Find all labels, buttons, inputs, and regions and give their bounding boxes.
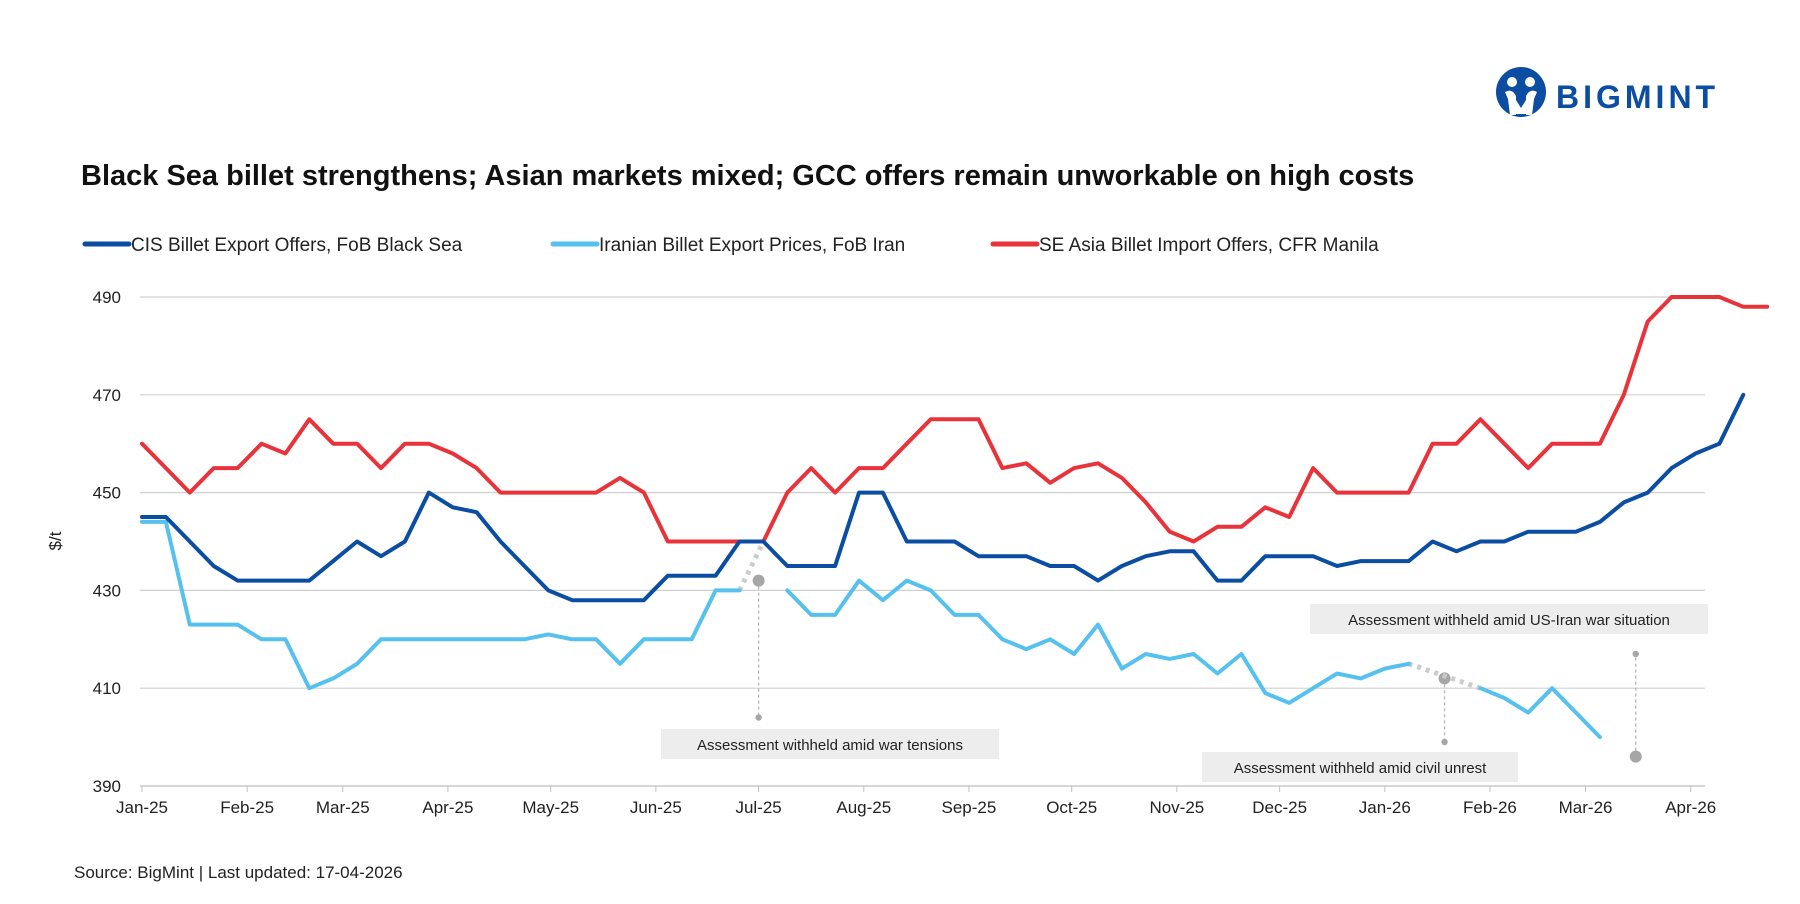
series-line-seasia — [140, 295, 1770, 544]
series-line-iran — [140, 519, 1602, 740]
x-tick-label: Apr-26 — [1665, 798, 1716, 817]
gap-connector — [737, 540, 766, 592]
annotation-stem-end — [755, 714, 762, 721]
source-note: Source: BigMint | Last updated: 17-04-20… — [74, 863, 403, 882]
chart-title: Black Sea billet strengthens; Asian mark… — [81, 160, 1414, 192]
y-tick-label: 430 — [93, 581, 121, 600]
x-tick-label: Oct-25 — [1046, 798, 1097, 817]
x-tick-label: Feb-25 — [220, 798, 274, 817]
x-tick-label: Feb-26 — [1463, 798, 1517, 817]
x-tick-label: Jan-26 — [1359, 798, 1411, 817]
x-tick-label: May-25 — [522, 798, 579, 817]
logo-head-left-icon — [1507, 77, 1517, 87]
legend-label-cis: CIS Billet Export Offers, FoB Black Sea — [131, 235, 463, 256]
brand-name: BIGMINT — [1556, 79, 1719, 115]
y-tick-labels: 390 410 430 450 470 490 — [93, 288, 121, 796]
annotation-stem-end — [1441, 738, 1448, 746]
x-tick-label: Sep-25 — [942, 798, 997, 817]
logo-figures-icon — [1505, 90, 1537, 115]
x-tick-labels: Jan-25 Feb-25 Mar-25 Apr-25 May-25 Jun-25 Jul-… — [116, 786, 1716, 817]
x-tick-label: Nov-25 — [1149, 798, 1204, 817]
gap-connector — [1407, 661, 1482, 691]
gridlines — [140, 296, 1705, 787]
annotation-box — [661, 729, 999, 759]
x-tick-label: Jun-25 — [630, 798, 682, 817]
x-tick-label: Jan-25 — [116, 798, 168, 817]
y-tick-label: 410 — [93, 679, 121, 698]
x-tick-label: Dec-25 — [1252, 798, 1307, 817]
legend: CIS Billet Export Offers, FoB Black Sea … — [82, 235, 1379, 256]
y-tick-label: 490 — [93, 288, 121, 307]
y-tick-label: 470 — [93, 386, 121, 405]
x-tick-label: Mar-25 — [316, 798, 370, 817]
annotation-text: Assessment withheld amid war tensions — [697, 737, 963, 754]
x-tick-label: Mar-26 — [1559, 798, 1613, 817]
series-lines — [140, 295, 1770, 740]
series-line-cis — [140, 392, 1746, 603]
annotations: Assessment withheld amid war tensions Ass… — [661, 574, 1708, 782]
annotation-box — [1202, 752, 1518, 782]
x-tick-label: Apr-25 — [422, 798, 473, 817]
annotation-text: Assessment withheld amid US-Iran war sit… — [1348, 612, 1670, 629]
bigmint-logo: BIGMINT — [1496, 67, 1719, 117]
annotation-stem-end — [1632, 650, 1639, 658]
x-tick-label: Jul-25 — [735, 798, 781, 817]
annotation-dot — [752, 574, 765, 587]
annotation-box — [1310, 604, 1708, 634]
legend-label-seasia: SE Asia Billet Import Offers, CFR Manila — [1039, 235, 1379, 256]
x-tick-label: Aug-25 — [836, 798, 891, 817]
logo-head-right-icon — [1525, 77, 1535, 87]
y-tick-label: 450 — [93, 484, 121, 503]
y-tick-label: 390 — [93, 777, 121, 796]
legend-label-iran: Iranian Billet Export Prices, FoB Iran — [599, 235, 905, 256]
annotation-text: Assessment withheld amid civil unrest — [1234, 760, 1487, 777]
gap-connectors — [737, 540, 1482, 691]
y-axis-label: $/t — [46, 531, 65, 550]
annotation-dot — [1629, 750, 1642, 763]
